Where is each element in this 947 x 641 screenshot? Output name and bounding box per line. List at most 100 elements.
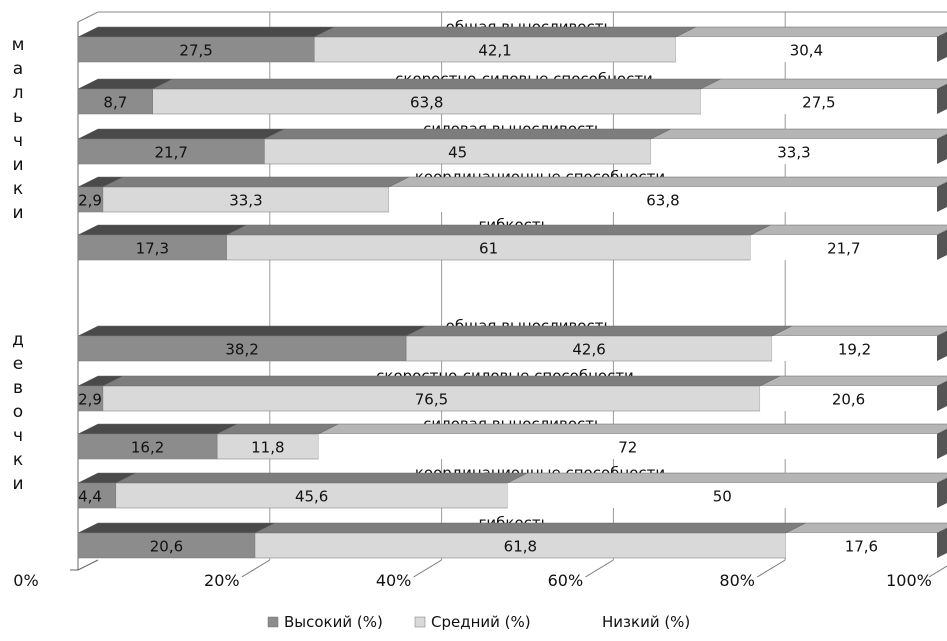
bar-segment bbox=[750, 235, 937, 260]
bar-segment-top bbox=[77, 224, 247, 236]
x-tick-label: 40% bbox=[376, 571, 412, 590]
legend-label: Высокий (%) bbox=[284, 613, 383, 631]
bar-segment-top bbox=[226, 224, 771, 236]
value-label: 19,2 bbox=[838, 341, 871, 359]
value-label: 61 bbox=[479, 240, 498, 258]
bar-segment-top bbox=[77, 128, 285, 140]
value-label: 76,5 bbox=[415, 391, 448, 409]
bar-segment bbox=[405, 335, 773, 362]
bar-segment-top bbox=[102, 375, 781, 387]
value-label: 42,1 bbox=[478, 42, 511, 60]
value-label: 20,6 bbox=[150, 538, 183, 556]
value-label: 45 bbox=[448, 144, 467, 162]
legend-label: Средний (%) bbox=[431, 613, 531, 631]
group-label-letter: л bbox=[13, 83, 24, 103]
value-label: 50 bbox=[713, 488, 732, 506]
bar-segment bbox=[318, 434, 937, 459]
bar-segment bbox=[507, 483, 937, 508]
bar-segment-top bbox=[675, 26, 947, 38]
bar-segment bbox=[216, 433, 319, 460]
floor-tick-line bbox=[413, 559, 442, 578]
value-label: 2,9 bbox=[78, 192, 102, 210]
bar-segment-top bbox=[388, 176, 947, 188]
floor-tick-line bbox=[928, 565, 947, 578]
legend-swatch bbox=[267, 616, 279, 628]
x-tick-label: 20% bbox=[204, 571, 240, 590]
bar-segment-top bbox=[77, 26, 335, 38]
value-label: 21,7 bbox=[827, 240, 860, 258]
bar-segment bbox=[760, 386, 937, 411]
legend-label: Низкий (%) bbox=[602, 613, 690, 631]
bar-segment bbox=[77, 335, 407, 362]
bar-segment bbox=[77, 138, 265, 165]
value-label: 38,2 bbox=[225, 341, 258, 359]
bar-segment-top bbox=[115, 472, 528, 484]
bar-segment-top bbox=[759, 375, 947, 387]
bar-end-cap bbox=[937, 528, 947, 558]
bar-segment bbox=[77, 36, 315, 63]
bar-segment bbox=[152, 88, 702, 115]
value-label: 33,3 bbox=[777, 144, 810, 162]
group-label-letter: а bbox=[13, 59, 23, 79]
value-label: 8,7 bbox=[103, 94, 127, 112]
bar-end-cap bbox=[937, 429, 947, 459]
bar-segment-top bbox=[650, 128, 947, 140]
bar-segment-top bbox=[77, 522, 276, 534]
bar-segment bbox=[115, 482, 508, 509]
bar-end-cap bbox=[937, 182, 947, 212]
bar-segment bbox=[77, 433, 218, 460]
group-label-letter: о bbox=[13, 402, 23, 422]
bar-segment-top bbox=[77, 325, 427, 337]
bar-segment-top bbox=[77, 423, 238, 435]
value-label: 27,5 bbox=[179, 42, 212, 60]
bar-segment bbox=[313, 36, 677, 63]
value-label: 4,4 bbox=[78, 488, 102, 506]
value-label: 11,8 bbox=[251, 439, 284, 457]
value-label: 30,4 bbox=[790, 42, 823, 60]
bar-end-cap bbox=[937, 478, 947, 508]
bar-segment bbox=[226, 234, 751, 261]
group-label-letter: в bbox=[13, 378, 23, 398]
bar-segment bbox=[77, 186, 104, 213]
bar-segment-top bbox=[102, 176, 410, 188]
value-label: 27,5 bbox=[802, 94, 835, 112]
value-label: 72 bbox=[618, 439, 637, 457]
value-label: 17,6 bbox=[845, 538, 878, 556]
group-label-letter: и bbox=[12, 474, 23, 494]
bar-end-cap bbox=[937, 331, 947, 361]
x-tick-label: 80% bbox=[719, 571, 755, 590]
bar-segment-top bbox=[507, 472, 947, 484]
bar-segment bbox=[650, 139, 937, 164]
bar-end-cap bbox=[937, 381, 947, 411]
bar-segment bbox=[77, 234, 227, 261]
bar-segment-top bbox=[152, 78, 721, 90]
x-tick-label: 60% bbox=[548, 571, 584, 590]
value-label: 61,8 bbox=[504, 538, 537, 556]
bar-end-cap bbox=[937, 84, 947, 114]
value-label: 16,2 bbox=[131, 439, 164, 457]
group-label-letter: е bbox=[13, 354, 23, 374]
bar-end-cap bbox=[937, 32, 947, 62]
bar-segment-top bbox=[785, 522, 947, 534]
legend-swatch bbox=[414, 616, 426, 628]
group-label-letter: к bbox=[13, 450, 23, 470]
floor-tick-line bbox=[241, 559, 271, 578]
value-label: 21,7 bbox=[154, 144, 187, 162]
bar-segment bbox=[102, 186, 390, 213]
wall-top-edge bbox=[77, 11, 99, 23]
bar-segment bbox=[102, 385, 761, 412]
group-label-letter: к bbox=[13, 179, 23, 199]
value-label: 33,3 bbox=[229, 192, 262, 210]
bar-segment bbox=[264, 138, 652, 165]
bar-segment bbox=[785, 533, 937, 558]
bar-segment bbox=[700, 89, 937, 114]
x-tick-label: 100% bbox=[886, 571, 932, 590]
bar-segment-top bbox=[254, 522, 806, 534]
group-label-letter: ч bbox=[13, 131, 23, 151]
bar-segment-top bbox=[750, 224, 947, 236]
floor-tick-line bbox=[585, 559, 614, 578]
bar-segment-top bbox=[217, 423, 339, 435]
floor-left-edge bbox=[77, 559, 99, 571]
group-label-letter: м bbox=[12, 35, 25, 55]
